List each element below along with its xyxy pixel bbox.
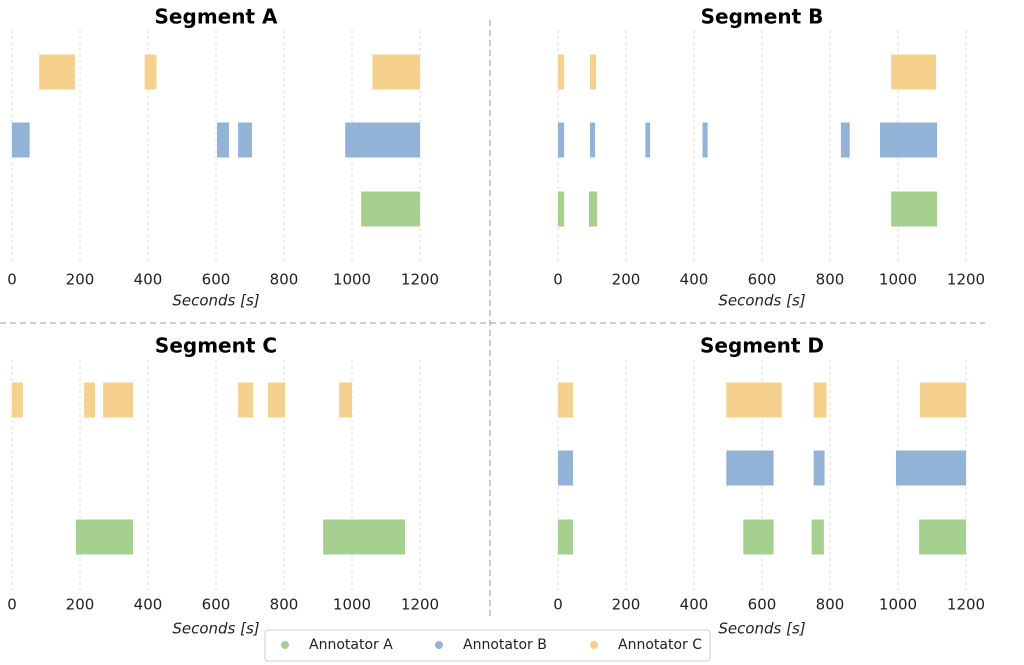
interval-bar [12, 122, 30, 158]
interval-bar [588, 191, 598, 227]
panel-title: Segment B [701, 5, 824, 29]
x-tick-label: 400 [680, 596, 709, 614]
interval-bar [840, 122, 850, 158]
legend-label: Annotator B [463, 637, 547, 653]
panel-title: Segment C [155, 334, 277, 358]
interval-bar [813, 382, 827, 418]
x-tick-label: 800 [270, 596, 299, 614]
x-tick-label: 800 [270, 271, 299, 289]
interval-bar [238, 122, 253, 158]
x-tick-label: 600 [748, 271, 777, 289]
x-tick-label: 600 [202, 271, 231, 289]
legend-box [264, 629, 711, 662]
x-tick-label: 1200 [401, 596, 439, 614]
interval-bar [879, 122, 938, 158]
legend-marker [435, 641, 443, 649]
x-tick-label: 0 [7, 271, 17, 289]
x-tick-label: 400 [134, 271, 163, 289]
x-tick-label: 1000 [879, 271, 917, 289]
legend-label: Annotator A [309, 637, 393, 653]
x-tick-label: 0 [553, 271, 563, 289]
x-tick-label: 1200 [401, 271, 439, 289]
x-tick-label: 200 [612, 596, 641, 614]
interval-bar [558, 450, 573, 486]
interval-bar [645, 122, 651, 158]
interval-bar [268, 382, 286, 418]
x-tick-label: 1200 [947, 271, 985, 289]
interval-bar [726, 450, 774, 486]
legend-marker [281, 641, 289, 649]
panel-title: Segment D [700, 334, 824, 358]
interval-bar [813, 450, 825, 486]
x-tick-label: 1000 [333, 596, 371, 614]
x-tick-label: 1000 [879, 596, 917, 614]
x-tick-label: 0 [7, 596, 17, 614]
interval-bar [891, 54, 937, 90]
interval-bar [891, 191, 938, 227]
x-tick-label: 600 [748, 596, 777, 614]
x-axis-label: Seconds [s] [172, 292, 259, 310]
x-axis-label: Seconds [s] [718, 292, 805, 310]
interval-bar [811, 519, 824, 555]
interval-bar [372, 54, 420, 90]
x-tick-label: 600 [202, 596, 231, 614]
interval-bar [345, 122, 420, 158]
x-tick-label: 1000 [333, 271, 371, 289]
interval-bar [702, 122, 708, 158]
interval-bar [558, 122, 565, 158]
x-axis-label: Seconds [s] [172, 620, 259, 638]
interval-bar [323, 519, 406, 555]
x-tick-label: 0 [553, 596, 563, 614]
interval-bar [39, 54, 75, 90]
interval-bar [589, 54, 597, 90]
interval-bar [103, 382, 134, 418]
interval-bar [339, 382, 352, 418]
panel-title: Segment A [155, 5, 278, 29]
x-tick-label: 200 [612, 271, 641, 289]
x-tick-label: 400 [134, 596, 163, 614]
interval-bar [238, 382, 254, 418]
interval-bar [558, 191, 565, 227]
interval-bar [144, 54, 157, 90]
interval-bar [919, 519, 966, 555]
x-tick-label: 200 [66, 271, 95, 289]
x-tick-label: 200 [66, 596, 95, 614]
x-axis-label: Seconds [s] [718, 620, 805, 638]
interval-bar [217, 122, 229, 158]
interval-bar [558, 519, 573, 555]
interval-bar [558, 54, 565, 90]
legend-marker [590, 641, 598, 649]
x-tick-label: 1200 [947, 596, 985, 614]
interval-bar [558, 382, 573, 418]
interval-bar [895, 450, 966, 486]
legend-label: Annotator C [618, 637, 702, 653]
interval-bar [75, 519, 134, 555]
interval-bar [12, 382, 23, 418]
interval-bar [726, 382, 782, 418]
x-tick-label: 800 [816, 596, 845, 614]
interval-bar [743, 519, 774, 555]
x-tick-label: 400 [680, 271, 709, 289]
interval-bar [84, 382, 95, 418]
interval-bar [920, 382, 966, 418]
interval-bar [361, 191, 420, 227]
x-tick-label: 800 [816, 271, 845, 289]
interval-bar [589, 122, 596, 158]
